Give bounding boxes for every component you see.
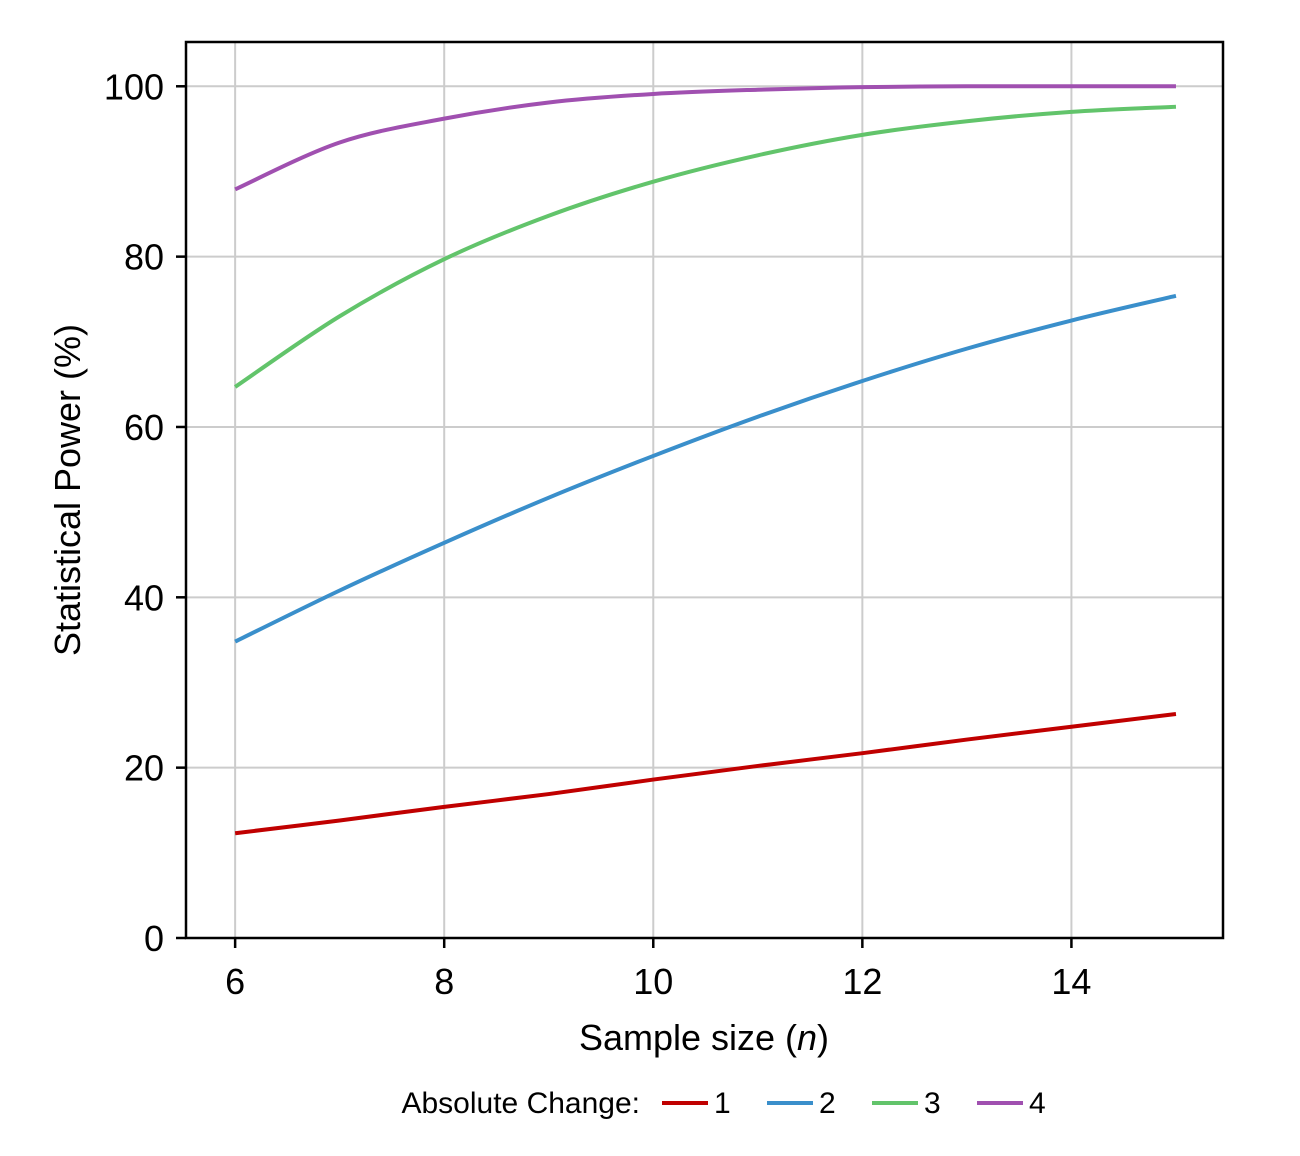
grid <box>186 42 1223 938</box>
x-tick-label: 8 <box>434 961 454 1002</box>
axis-ticks: 6 8 10 12 14 0 20 40 60 80 100 <box>104 66 1092 1002</box>
x-tick-label: 14 <box>1051 961 1091 1002</box>
plot-frame <box>184 40 1225 940</box>
legend-item-1: 1 <box>662 1087 731 1120</box>
legend-item-3: 3 <box>872 1087 941 1120</box>
y-tick-label: 100 <box>104 66 164 107</box>
legend-item-4: 4 <box>977 1087 1046 1120</box>
series-line-3 <box>234 104 1177 389</box>
y-tick-label: 20 <box>124 748 164 789</box>
legend-label: 3 <box>924 1087 941 1120</box>
x-tick-label: 6 <box>225 961 245 1002</box>
y-axis-label: Statistical Power (%) <box>47 324 88 656</box>
legend-label: 2 <box>819 1087 836 1120</box>
legend: Absolute Change: 1 2 3 4 <box>401 1087 1045 1120</box>
y-tick-label: 60 <box>124 407 164 448</box>
y-tick-label: 0 <box>144 918 164 959</box>
x-axis-label: Sample size (n) <box>579 1017 829 1058</box>
legend-item-2: 2 <box>767 1087 836 1120</box>
plot-area <box>234 84 1177 836</box>
series-line-2 <box>234 293 1177 644</box>
y-tick-label: 40 <box>124 577 164 618</box>
x-tick-label: 10 <box>633 961 673 1002</box>
legend-label: 4 <box>1029 1087 1046 1120</box>
y-tick-label: 80 <box>124 237 164 278</box>
series-line-4 <box>234 84 1176 192</box>
series-line-1 <box>234 712 1177 836</box>
legend-label: 1 <box>714 1087 731 1120</box>
x-tick-label: 12 <box>842 961 882 1002</box>
legend-title: Absolute Change: <box>401 1087 640 1120</box>
